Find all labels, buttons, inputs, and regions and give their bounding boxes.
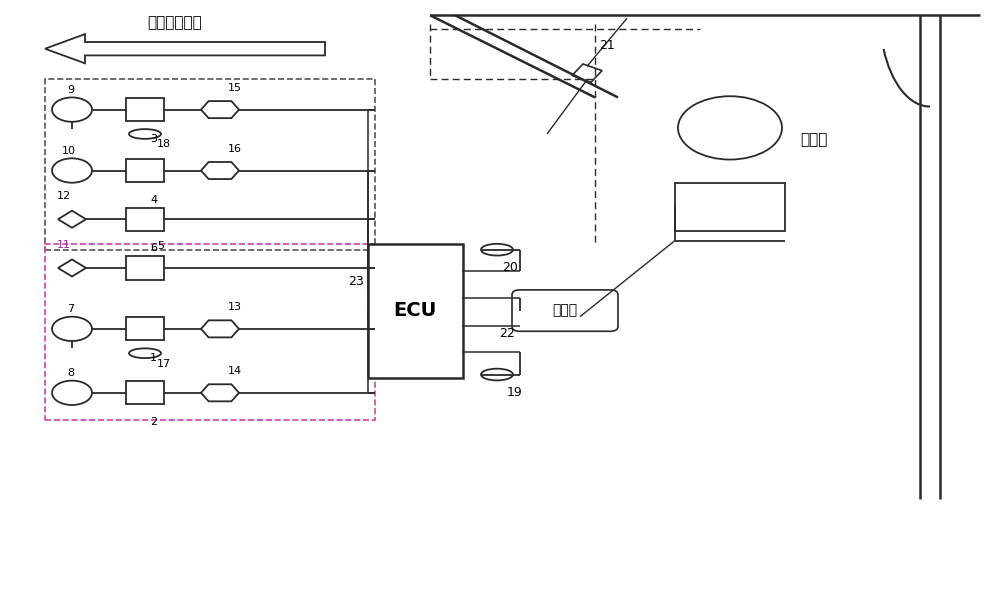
Text: 10: 10 (62, 146, 76, 156)
Text: 23: 23 (348, 275, 364, 288)
Text: 11: 11 (57, 240, 71, 250)
Text: 14: 14 (228, 366, 242, 376)
Text: 驾驶员: 驾驶员 (800, 133, 827, 147)
Text: 20: 20 (502, 261, 518, 275)
Text: 8: 8 (67, 368, 74, 378)
Text: 15: 15 (228, 83, 242, 93)
Bar (45, 244, 375, 420)
Text: 2: 2 (150, 417, 157, 427)
Text: 18: 18 (157, 139, 171, 149)
Bar (126, 256, 164, 280)
Text: 12: 12 (57, 191, 71, 201)
Bar (675, 183, 785, 231)
Text: 19: 19 (507, 386, 523, 400)
FancyBboxPatch shape (512, 290, 618, 331)
Text: 总开关: 总开关 (552, 304, 578, 317)
Text: 13: 13 (228, 302, 242, 312)
Text: 3: 3 (150, 134, 157, 144)
Text: 22: 22 (499, 327, 515, 340)
Text: 16: 16 (228, 144, 242, 153)
Text: 5: 5 (157, 241, 164, 251)
Text: 6: 6 (150, 244, 157, 253)
Text: 向前行驶方向: 向前行驶方向 (148, 16, 202, 30)
Bar (126, 381, 164, 404)
Text: 7: 7 (67, 304, 74, 314)
Text: 21: 21 (599, 39, 615, 52)
Bar (126, 98, 164, 121)
Text: 1: 1 (150, 353, 157, 363)
Bar (126, 317, 164, 340)
Bar (126, 159, 164, 182)
Text: 4: 4 (150, 195, 157, 205)
Bar (126, 208, 164, 231)
Bar (368, 244, 462, 378)
FancyArrow shape (45, 34, 325, 63)
Text: ECU: ECU (393, 301, 437, 320)
Bar (45, 79, 375, 250)
Text: 9: 9 (67, 85, 74, 95)
Text: 17: 17 (157, 359, 171, 368)
